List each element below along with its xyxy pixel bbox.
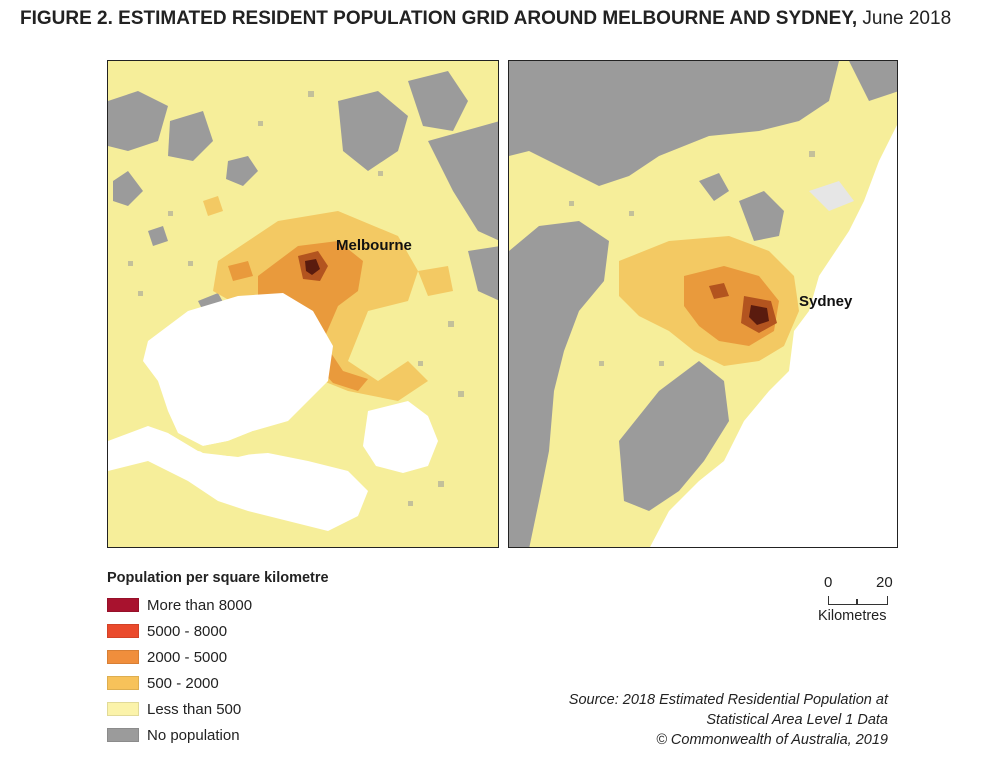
legend-label: 2000 - 5000 — [147, 648, 228, 666]
figure-title-date: June 2018 — [862, 8, 952, 29]
speckles — [569, 151, 815, 417]
melbourne-map-graphic — [108, 61, 498, 547]
scale-bar-line — [828, 596, 888, 605]
cbd-density — [298, 251, 328, 281]
legend-item: 5000 - 8000 — [107, 618, 329, 644]
legend-item: 500 - 2000 — [107, 670, 329, 696]
figure-title-main: FIGURE 2. ESTIMATED RESIDENT POPULATION … — [20, 8, 858, 29]
legend-swatch — [107, 702, 139, 716]
legend-item: More than 8000 — [107, 592, 329, 618]
legend-swatch — [107, 650, 139, 664]
no-population-areas — [509, 61, 897, 547]
legend-label: 5000 - 8000 — [147, 622, 228, 640]
legend-swatch — [107, 728, 139, 742]
melbourne-map: Melbourne — [107, 60, 499, 548]
legend-swatch — [107, 624, 139, 638]
port-phillip-bay — [108, 293, 438, 531]
legend-label: 500 - 2000 — [147, 674, 219, 692]
scale-unit: Kilometres — [818, 608, 887, 624]
sydney-map-graphic — [509, 61, 897, 547]
legend: Population per square kilometre More tha… — [107, 570, 329, 748]
source-line-3: © Commonwealth of Australia, 2019 — [656, 732, 888, 748]
sydney-label: Sydney — [799, 293, 853, 310]
source-note: Source: 2018 Estimated Residential Popul… — [569, 690, 888, 750]
source-line-2: Statistical Area Level 1 Data — [706, 712, 888, 728]
sydney-map: Sydney — [508, 60, 898, 548]
legend-item: Less than 500 — [107, 696, 329, 722]
legend-swatch — [107, 598, 139, 612]
scale-bar-tick — [856, 599, 858, 604]
scale-bar: 0 20 Kilometres — [818, 574, 898, 634]
legend-item: No population — [107, 722, 329, 748]
scale-start: 0 — [824, 574, 833, 591]
legend-label: No population — [147, 726, 240, 744]
legend-label: Less than 500 — [147, 700, 242, 718]
legend-label: More than 8000 — [147, 596, 253, 614]
figure-title: FIGURE 2. ESTIMATED RESIDENT POPULATION … — [20, 8, 951, 30]
speckles — [128, 91, 464, 506]
legend-swatch — [107, 676, 139, 690]
no-population-areas — [108, 71, 498, 461]
scale-end: 20 — [876, 574, 893, 591]
melbourne-label: Melbourne — [336, 237, 412, 254]
ocean — [650, 125, 897, 547]
legend-title: Population per square kilometre — [107, 570, 329, 586]
legend-item: 2000 - 5000 — [107, 644, 329, 670]
source-line-1: Source: 2018 Estimated Residential Popul… — [568, 692, 888, 708]
cbd-density — [709, 283, 777, 333]
